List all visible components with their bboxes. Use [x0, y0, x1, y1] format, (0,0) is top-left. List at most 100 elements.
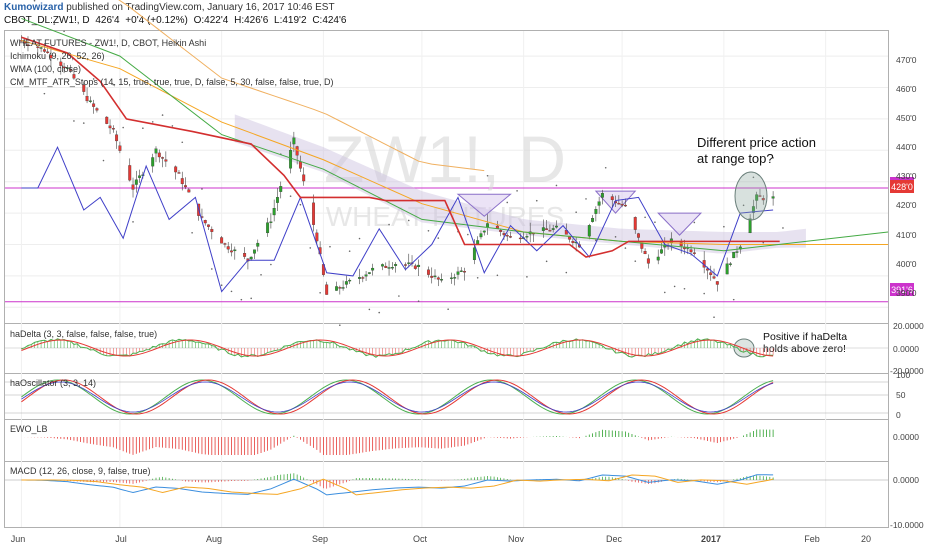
- haosc-tick: 50: [896, 390, 906, 400]
- atr-dot: [634, 260, 637, 262]
- atr-dot: [348, 250, 351, 252]
- atr-dot: [565, 271, 568, 274]
- candle-body: [348, 279, 352, 282]
- kijun-line: [21, 17, 889, 252]
- candle-body: [203, 220, 207, 224]
- atr-dot: [654, 221, 656, 223]
- candle-body: [184, 185, 187, 188]
- atr-dot: [762, 241, 765, 244]
- atr-dot: [624, 247, 627, 249]
- candle-body: [272, 208, 276, 216]
- candle-body: [440, 279, 444, 281]
- candle-body: [266, 222, 270, 234]
- macd-panel-frame: [4, 461, 889, 528]
- atr-dot: [53, 23, 56, 25]
- atr-dot: [732, 298, 735, 301]
- atr-dot: [358, 237, 361, 240]
- candle-body: [85, 96, 89, 102]
- candle-body: [643, 251, 647, 255]
- candle-body: [706, 268, 709, 271]
- atr-dot: [614, 236, 617, 238]
- candle-body: [115, 134, 119, 142]
- ewo-label[interactable]: EWO_LB: [10, 424, 48, 434]
- pattern-triangle: [456, 193, 512, 217]
- candle-body: [59, 61, 63, 66]
- atr-dot: [181, 141, 184, 144]
- candle-body: [436, 277, 440, 280]
- candle-body: [312, 202, 316, 225]
- ichimoku-label[interactable]: Ichimoku (9, 26, 52, 26): [10, 51, 105, 61]
- macd-label[interactable]: MACD (12, 26, close, 9, false, true): [10, 466, 151, 476]
- ewo-tick: 0.0000: [893, 432, 919, 442]
- atr-dot: [772, 157, 774, 159]
- atr-dot: [437, 237, 440, 239]
- atr-stop-line: [21, 36, 780, 258]
- wma-label[interactable]: WMA (100, close): [10, 64, 82, 74]
- candle-body: [42, 49, 46, 52]
- atr-dot: [299, 203, 302, 206]
- candle-body: [111, 128, 115, 130]
- low-value: L:419'2: [274, 15, 307, 26]
- atr-dot: [575, 211, 577, 214]
- y-tick-label: 400'0: [896, 259, 917, 269]
- candle-body: [358, 277, 361, 279]
- candle-body: [335, 286, 338, 291]
- price-change: +0'4 (+0.12%): [125, 15, 188, 26]
- candle-body: [154, 148, 158, 154]
- main-title-label[interactable]: WHEAT FUTURES - ZW1!, D, CBOT, Heikin As…: [10, 38, 207, 48]
- wma-line: [21, 39, 888, 246]
- candle-body: [633, 217, 637, 230]
- candle-body: [249, 256, 253, 260]
- candle-body: [594, 209, 598, 214]
- haosc-line-2: [21, 381, 774, 413]
- candle-body: [279, 186, 283, 192]
- open-value: O:422'4: [193, 15, 229, 26]
- atr-dot: [447, 308, 449, 311]
- candle-body: [69, 68, 73, 71]
- y-tick-label: 420'0: [896, 200, 917, 210]
- candle-body: [315, 232, 319, 242]
- author-link[interactable]: Kumowizard: [4, 2, 64, 13]
- candle-body: [541, 227, 545, 231]
- tenkan-line: [21, 145, 774, 293]
- candle-body: [180, 178, 184, 185]
- x-tick-label: Feb: [804, 534, 820, 544]
- atr-stops-label[interactable]: CM_MTF_ATR_Stops (14, 15, true, true, tr…: [10, 77, 334, 87]
- atr-dot: [723, 225, 725, 228]
- atr-dot: [309, 247, 312, 249]
- candle-body: [49, 54, 53, 59]
- annotation-line-1: Different price action: [697, 135, 816, 150]
- hadelta-label[interactable]: haDelta (3, 3, false, false, false, true…: [10, 329, 158, 339]
- candles: [19, 35, 775, 295]
- candle-body: [748, 218, 752, 234]
- indicator-lines: [21, 0, 889, 293]
- grid: [5, 31, 888, 527]
- candle-body: [525, 236, 529, 238]
- candle-body: [689, 249, 693, 253]
- candle-body: [725, 263, 729, 275]
- atr-dot: [388, 223, 390, 226]
- haosc-label[interactable]: haOscillator (3, 3, 14): [10, 378, 97, 388]
- atr-dot: [604, 166, 607, 169]
- candle-body: [623, 204, 627, 207]
- atr-dot: [63, 30, 65, 33]
- candle-body: [394, 264, 398, 266]
- candle-body: [755, 194, 759, 201]
- watermark-symbol: ZW1!, D: [324, 122, 566, 196]
- candle-body: [292, 137, 296, 145]
- last-price: 426'4: [95, 15, 120, 26]
- cloud-area: [234, 114, 806, 254]
- candle-body: [157, 152, 161, 158]
- candle-body: [253, 249, 256, 254]
- x-tick-label: Nov: [508, 534, 525, 544]
- atr-dot: [467, 233, 469, 236]
- candle-body: [338, 287, 342, 289]
- haosc-tick: 100: [896, 370, 910, 380]
- candle-body: [82, 84, 86, 92]
- atr-dot: [339, 324, 341, 327]
- atr-dot: [526, 276, 528, 278]
- candle-body: [417, 264, 421, 268]
- range-bottom-tag-bg: [890, 283, 914, 296]
- atr-dot: [250, 297, 252, 300]
